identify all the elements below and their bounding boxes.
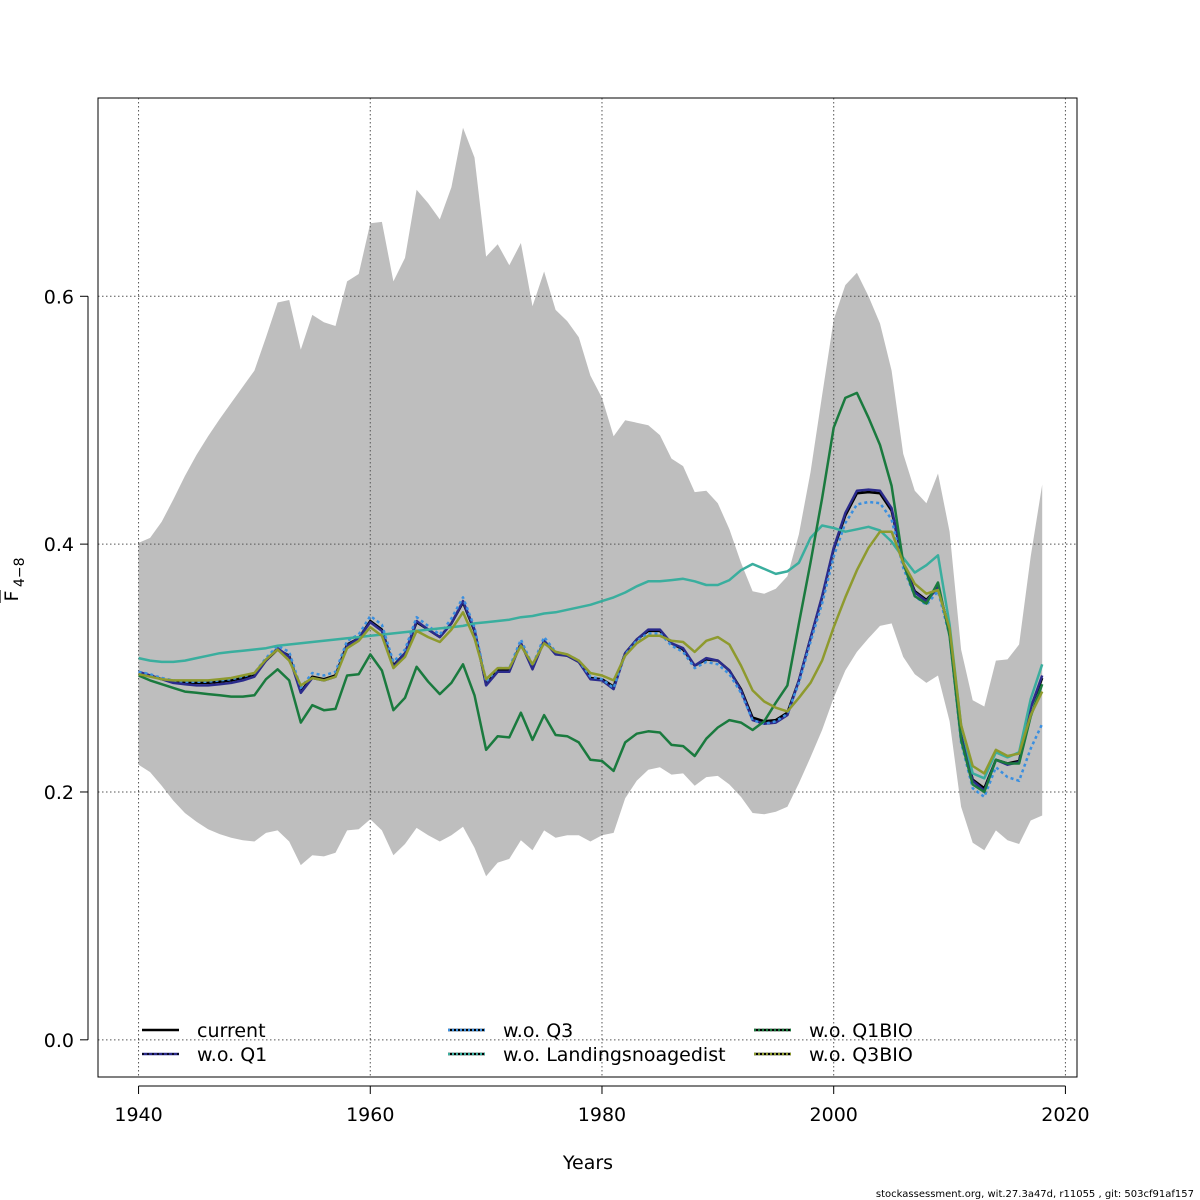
y-tick-label-0: 0.0 — [44, 1030, 74, 1052]
y-tick-label-1: 0.2 — [44, 782, 74, 804]
series-line-1 — [138, 488, 1044, 792]
plot-frame — [97, 97, 1078, 1078]
x-tick-label-1980: 1980 — [578, 1104, 626, 1126]
confidence-band-layer — [138, 127, 1043, 877]
x-tick-label-1960: 1960 — [346, 1104, 394, 1126]
y-axis-title-subscript: 4−8 — [12, 557, 28, 587]
series-line-4 — [138, 391, 1044, 794]
legend-label-5: w.o. Q3BIO — [809, 1044, 913, 1066]
x-tick-label-2020: 2020 — [1041, 1104, 1089, 1126]
series-line-2 — [138, 500, 1044, 799]
y-axis-title-main: F — [1, 591, 23, 602]
legend-item-1: w.o. Q1 — [142, 1044, 267, 1066]
y-tick-label-2: 0.4 — [44, 534, 74, 556]
series-line-3 — [138, 524, 1044, 780]
series-line-5 — [138, 530, 1044, 775]
legend-item-2: w.o. Q3 — [448, 1020, 573, 1042]
legend-label-1: w.o. Q1 — [197, 1044, 267, 1066]
legend-label-4: w.o. Q1BIO — [809, 1020, 913, 1042]
confidence-band — [138, 127, 1043, 877]
x-tick-label-2000: 2000 — [810, 1104, 858, 1126]
y-tick-label-3: 0.6 — [44, 286, 74, 308]
legend-label-0: current — [197, 1020, 266, 1042]
grid-layer — [98, 98, 1077, 1077]
legend-item-5: w.o. Q3BIO — [754, 1044, 913, 1066]
legend-item-0: current — [142, 1020, 266, 1042]
x-axis-title: Years — [562, 1152, 613, 1174]
legend-label-3: w.o. Landingsnoagedist — [503, 1044, 726, 1066]
series-layer — [138, 391, 1044, 799]
legend-label-2: w.o. Q3 — [503, 1020, 573, 1042]
axis-layer: 1940 1960 1980 2000 2020 0.0 0.2 0.4 0.6 — [44, 286, 1090, 1126]
legend-item-3: w.o. Landingsnoagedist — [448, 1044, 726, 1066]
x-tick-label-1940: 1940 — [114, 1104, 162, 1126]
legend-item-4: w.o. Q1BIO — [754, 1020, 913, 1042]
footer-credit: stockassessment.org, wit.27.3a47d, r1105… — [876, 1189, 1194, 1200]
y-axis-title: F 4−8 — [0, 557, 28, 603]
